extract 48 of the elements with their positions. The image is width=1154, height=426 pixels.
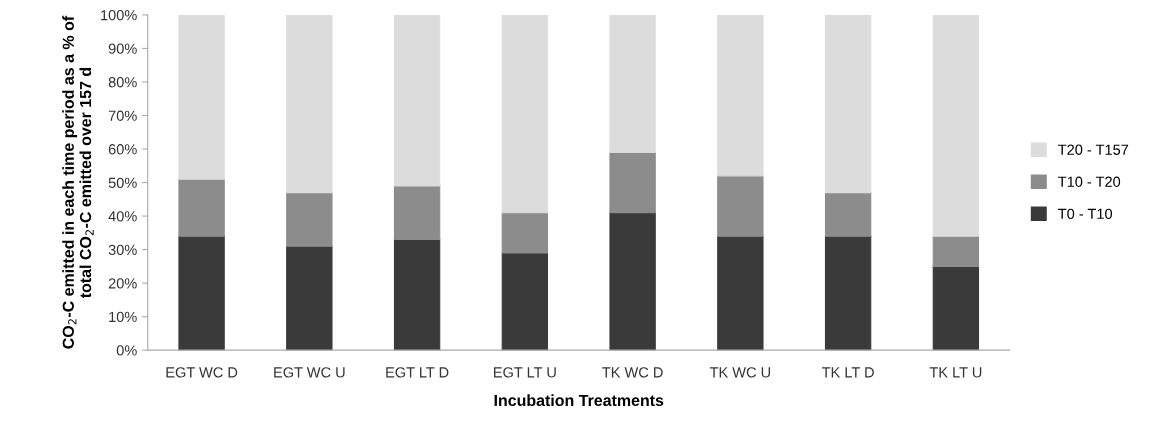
bar <box>286 192 333 247</box>
bar <box>609 151 656 214</box>
y-tick-label: 10% <box>109 311 137 323</box>
x-tick-label: EGT WC D <box>166 367 238 378</box>
y-tick-label: 90% <box>108 43 137 54</box>
bar <box>501 14 549 214</box>
bar <box>824 192 872 237</box>
legend-label: T10 - T20 <box>1058 176 1121 187</box>
bar <box>932 235 980 267</box>
bar <box>178 178 225 237</box>
x-tick-label: EGT WC U <box>274 367 345 378</box>
bar <box>501 212 549 254</box>
y-tick-label: 100% <box>101 10 137 21</box>
bar <box>393 238 441 351</box>
bar <box>932 265 980 351</box>
x-tick-label: TK LT U <box>929 367 982 378</box>
bar <box>824 235 872 351</box>
y-tick-label: 80% <box>108 77 137 88</box>
bar <box>286 14 333 194</box>
bar <box>609 14 656 153</box>
bar <box>393 14 441 187</box>
y-tick-label: 40% <box>108 211 137 222</box>
bar <box>717 235 764 351</box>
bar <box>717 14 764 177</box>
x-axis-title: Incubation Treatments <box>494 394 664 407</box>
bar <box>717 175 764 237</box>
y-tick-label: 0% <box>116 345 137 356</box>
bar <box>824 14 872 194</box>
bar <box>609 212 656 351</box>
bar <box>178 14 225 180</box>
x-tick-label: EGT LT U <box>494 367 556 378</box>
y-tick-label: 20% <box>108 278 137 289</box>
bar <box>286 245 333 351</box>
x-tick-label: EGT LT D <box>386 367 449 378</box>
legend-label: T20 - T157 <box>1058 144 1129 155</box>
x-tick-label: TK LT D <box>821 367 874 378</box>
x-tick-label: TK WC D <box>602 367 663 378</box>
bar <box>932 14 980 237</box>
bar <box>178 235 225 351</box>
y-tick-label: 50% <box>108 177 137 188</box>
y-tick-label: 30% <box>108 244 137 256</box>
y-axis-title: CO$_{2}$-C emitted in each time period as a % of total CO$_{2}$-C emitted over 157 d <box>62 15 94 349</box>
bar <box>393 185 441 241</box>
x-tick-label: TK WC U <box>709 367 771 378</box>
y-tick-label: 60% <box>108 144 137 155</box>
y-tick-label: 70% <box>108 110 137 121</box>
bar <box>501 252 549 351</box>
legend-label: T0 - T10 <box>1058 208 1113 219</box>
